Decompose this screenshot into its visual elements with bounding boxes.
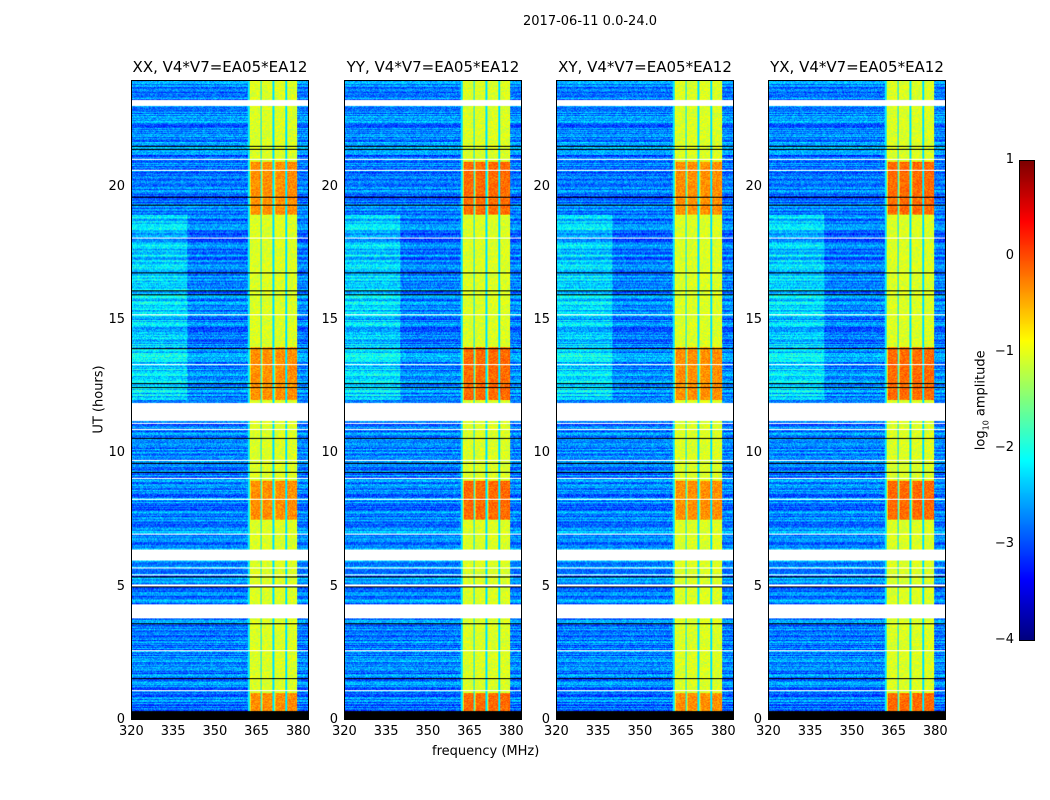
x-tick-label: 320 (544, 724, 569, 739)
spectrogram-panel-yy (344, 80, 522, 720)
colorbar-label: log10 amplitude (974, 340, 991, 460)
x-tick-label: 365 (669, 724, 694, 739)
x-tick-label: 380 (710, 724, 736, 739)
x-tick-label: 350 (415, 724, 441, 739)
x-tick-label: 335 (160, 724, 186, 739)
y-tick-label: 5 (753, 578, 762, 594)
colorbar (1019, 160, 1035, 641)
y-tick-label: 10 (745, 445, 762, 461)
spectrogram-panel-xx (131, 80, 309, 720)
colorbar-tick-label: −3 (994, 536, 1014, 551)
y-tick-label: 10 (321, 445, 338, 461)
y-tick-label: 10 (108, 445, 125, 461)
x-tick-label: 380 (498, 724, 524, 739)
y-tick-label: 5 (329, 578, 338, 594)
y-tick-label: 20 (321, 178, 338, 194)
y-tick-label: 10 (533, 445, 550, 461)
y-tick-label: 0 (541, 712, 550, 727)
x-tick-label: 350 (839, 724, 865, 739)
x-tick-label: 380 (922, 724, 948, 739)
x-axis-label: frequency (MHz) (432, 744, 540, 759)
colorbar-tick-label: −2 (994, 440, 1014, 455)
x-tick-label: 365 (881, 724, 906, 739)
colorbar-tick-label: 1 (1005, 152, 1014, 167)
x-tick-label: 335 (797, 724, 823, 739)
colorbar-tick-label: 0 (1005, 248, 1014, 263)
x-tick-label: 350 (202, 724, 228, 739)
y-tick-label: 20 (745, 178, 762, 194)
y-tick-label: 20 (533, 178, 550, 194)
y-tick-label: 15 (745, 312, 762, 327)
x-tick-label: 320 (756, 724, 781, 739)
y-tick-label: 0 (329, 712, 338, 727)
x-tick-label: 380 (285, 724, 311, 739)
y-tick-label: 0 (116, 712, 125, 727)
y-tick-label: 5 (541, 578, 550, 594)
y-tick-label: 15 (321, 312, 338, 327)
spectrogram-panel-yx (768, 80, 946, 720)
x-tick-label: 350 (627, 724, 653, 739)
y-tick-label: 5 (116, 578, 125, 594)
y-tick-label: 20 (108, 178, 125, 194)
x-tick-label: 365 (457, 724, 482, 739)
colorbar-label-rest: amplitude (973, 350, 989, 421)
colorbar-tick-label: −1 (994, 344, 1014, 359)
y-axis-label: UT (hours) (91, 365, 107, 434)
figure-title: 2017-06-11 0.0-24.0 (523, 14, 657, 29)
colorbar-label-sub: 10 (981, 420, 991, 431)
colorbar-tick-label: −4 (994, 632, 1014, 647)
panel-title: YX, V4*V7=EA05*EA12 (770, 58, 944, 76)
panel-title: XX, V4*V7=EA05*EA12 (132, 58, 308, 76)
x-tick-label: 335 (585, 724, 611, 739)
colorbar-label-main: log (973, 430, 989, 451)
panel-title: YY, V4*V7=EA05*EA12 (346, 58, 520, 76)
y-tick-label: 15 (533, 312, 550, 327)
x-tick-label: 320 (119, 724, 144, 739)
panel-title: XY, V4*V7=EA05*EA12 (558, 58, 732, 76)
x-tick-label: 320 (332, 724, 357, 739)
x-tick-label: 335 (373, 724, 399, 739)
spectrogram-panel-xy (556, 80, 734, 720)
x-tick-label: 365 (244, 724, 269, 739)
y-tick-label: 0 (753, 712, 762, 727)
y-tick-label: 15 (108, 312, 125, 327)
